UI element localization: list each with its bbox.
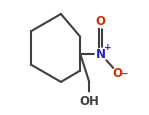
Text: O: O [96,15,105,28]
Text: +: + [104,43,111,52]
Text: N: N [96,48,105,61]
Text: −: − [119,68,128,78]
Text: OH: OH [79,94,99,107]
Text: O: O [112,67,122,80]
